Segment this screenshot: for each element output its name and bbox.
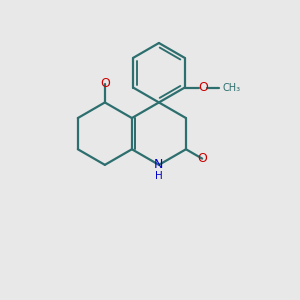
Text: CH₃: CH₃ — [222, 82, 241, 93]
Text: H: H — [155, 171, 163, 181]
Text: O: O — [198, 152, 208, 165]
Text: O: O — [198, 81, 208, 94]
Text: N: N — [154, 158, 164, 171]
Text: O: O — [100, 76, 110, 90]
